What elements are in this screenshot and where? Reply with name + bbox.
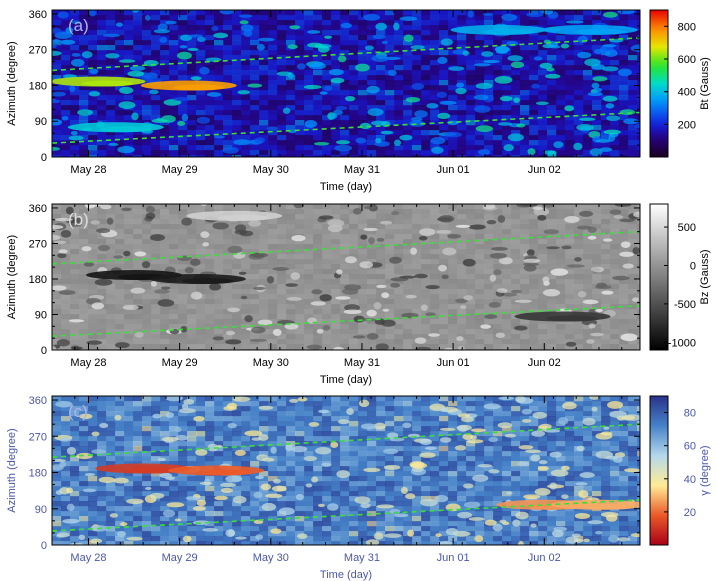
y-axis-label: Azimuth (degree) (6, 428, 18, 512)
y-tick-label: 360 (29, 9, 47, 21)
boundary-line-lower (51, 111, 641, 144)
x-tick-label: May 28 (70, 164, 106, 176)
colorbar-tick-label: 800 (678, 21, 696, 33)
boundary-line-upper (51, 37, 641, 72)
colorbar-tick-label: 600 (678, 54, 696, 66)
x-tick-label: May 29 (162, 357, 198, 369)
y-tick-label: 360 (29, 203, 47, 215)
colorbar (649, 203, 669, 351)
y-tick-label: 90 (35, 309, 47, 321)
x-tick-label: May 29 (162, 164, 198, 176)
y-tick-label: 360 (29, 395, 47, 407)
colorbar-tick-label: 500 (678, 222, 696, 234)
y-tick-label: 90 (35, 116, 47, 128)
x-tick-label: May 31 (344, 552, 380, 564)
colorbar-tick-label: 200 (678, 119, 696, 131)
y-tick-label: 90 (35, 504, 47, 516)
y-tick-label: 0 (41, 345, 47, 357)
plot-frame (51, 9, 641, 158)
colorbar-tick-label: -1000 (668, 337, 696, 349)
x-tick-label: Jun 01 (437, 357, 470, 369)
colorbar-label: Bz (Gauss) (699, 249, 711, 304)
x-tick-label: May 30 (253, 164, 289, 176)
x-tick-label: Jun 02 (528, 164, 561, 176)
y-tick-label: 180 (29, 468, 47, 480)
plot-frame (51, 395, 641, 546)
y-tick-label: 180 (29, 274, 47, 286)
heatmap-image (52, 396, 640, 545)
x-tick-label: Jun 02 (528, 552, 561, 564)
colorbar-tick-label: 400 (678, 87, 696, 99)
y-tick-label: 270 (29, 45, 47, 57)
panel-label: (b) (68, 210, 89, 229)
y-tick-label: 270 (29, 238, 47, 250)
x-tick-label: Jun 02 (528, 357, 561, 369)
x-tick-label: May 31 (344, 357, 380, 369)
panel-label: (c) (68, 402, 88, 421)
y-axis-label: Azimuth (degree) (6, 235, 18, 319)
x-tick-label: Jun 01 (437, 552, 470, 564)
x-tick-label: May 30 (253, 552, 289, 564)
x-axis-label: Time (day) (320, 374, 372, 386)
colorbar-tick-label: 0 (690, 260, 696, 272)
colorbar-label: Bt (Gauss) (699, 57, 711, 110)
colorbar-label: γ (degree) (699, 445, 711, 495)
y-tick-label: 0 (41, 152, 47, 164)
x-tick-label: May 30 (253, 357, 289, 369)
boundary-line-upper (51, 230, 641, 265)
plot-frame (51, 203, 641, 351)
panel-label: (a) (68, 16, 89, 35)
boundary-line-lower (51, 499, 641, 532)
panel-3: (c) 0 90 180 270 360 May 28 May 29 May 30 May 31 J… (6, 395, 711, 581)
y-tick-label: 0 (41, 540, 47, 552)
y-axis-label: Azimuth (degree) (6, 41, 18, 125)
y-tick-label: 180 (29, 80, 47, 92)
x-tick-label: Jun 01 (437, 164, 470, 176)
colorbar (649, 395, 669, 546)
x-axis-label: Time (day) (320, 569, 372, 581)
panel-1: (a) 0 90 180 270 360 May 28 May 29 May 30 May 31 J… (6, 9, 711, 193)
boundary-line-upper (51, 423, 641, 459)
heatmap-image (52, 10, 640, 157)
colorbar-tick-label: 60 (684, 441, 696, 453)
colorbar (649, 9, 669, 158)
x-tick-label: May 28 (70, 357, 106, 369)
x-tick-label: May 28 (70, 552, 106, 564)
boundary-line-lower (51, 305, 641, 337)
x-tick-label: May 29 (162, 552, 198, 564)
colorbar-tick-label: 40 (684, 474, 696, 486)
colorbar-tick-label: -500 (674, 299, 696, 311)
panel-2: (b) 0 90 180 270 360 May 28 May 29 May 30 May 31 J… (6, 203, 711, 386)
y-tick-label: 270 (29, 431, 47, 443)
x-tick-label: May 31 (344, 164, 380, 176)
colorbar-tick-label: 80 (684, 408, 696, 420)
x-axis-label: Time (day) (320, 181, 372, 193)
colorbar-tick-label: 20 (684, 507, 696, 519)
